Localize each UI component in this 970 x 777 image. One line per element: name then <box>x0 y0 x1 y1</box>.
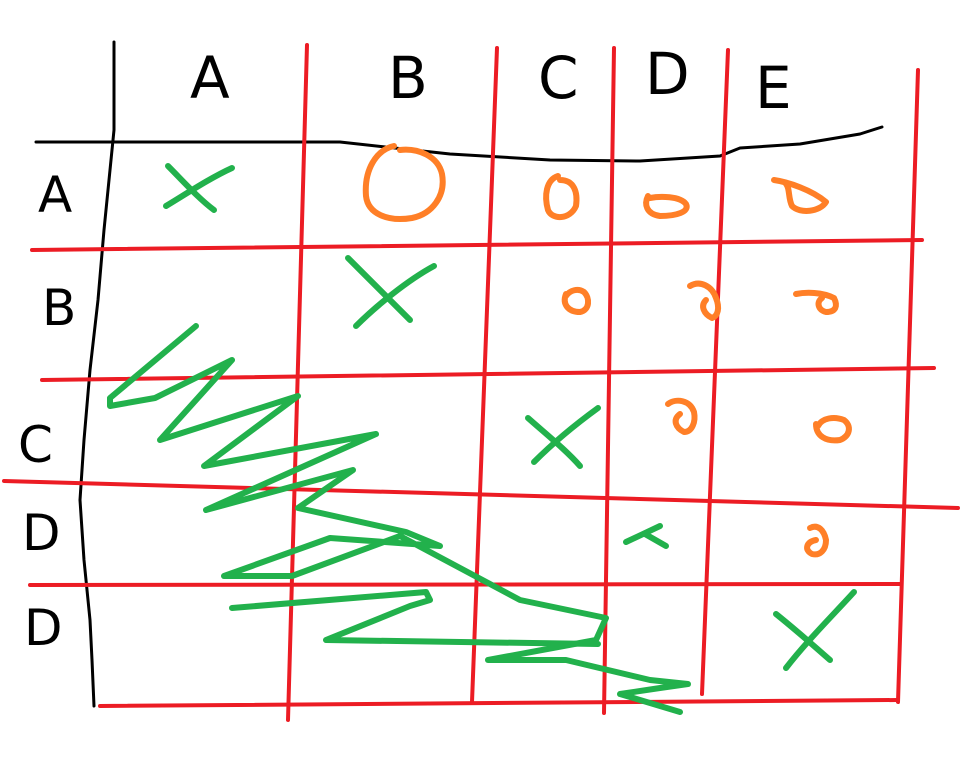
circle-mark-a-c <box>543 173 580 220</box>
row-header-d: D <box>22 504 61 562</box>
diagonal-x-marks <box>163 163 857 671</box>
column-header-e: E <box>755 54 792 122</box>
column-headers: A B C D E <box>190 40 792 122</box>
grid-horizontal-line <box>40 366 936 382</box>
scribble-stroke <box>229 589 601 647</box>
circle-mark-b-e <box>793 289 839 315</box>
grid-horizontal-line <box>28 582 902 587</box>
small-x-mark-d <box>623 523 669 549</box>
row-header-b: B <box>42 279 76 337</box>
grid-vertical-line <box>602 46 616 715</box>
row-header-c: C <box>18 416 53 474</box>
circle-mark-b-c <box>561 286 592 315</box>
circle-mark-a-e <box>771 177 829 214</box>
column-header-b: B <box>388 44 428 112</box>
column-header-c: C <box>538 44 579 112</box>
row-headers: A B C D D <box>18 166 76 657</box>
grid-horizontal-line <box>2 479 960 510</box>
upper-triangle-circles <box>362 143 852 558</box>
x-mark-a-a <box>163 163 235 213</box>
circle-mark-c-d <box>665 397 698 435</box>
row-header-e: D <box>24 599 63 657</box>
grid-vertical-line <box>286 43 309 722</box>
grid-lines <box>2 43 960 722</box>
grid-vertical-line <box>896 68 920 704</box>
circle-mark-b-d <box>687 280 722 321</box>
row-header-a: A <box>38 166 72 224</box>
scribble-stroke <box>107 323 691 715</box>
x-mark-b-b <box>345 255 437 329</box>
column-header-d: D <box>645 40 690 108</box>
header-separator-line <box>34 125 884 163</box>
x-mark-e-e <box>773 589 857 671</box>
column-header-a: A <box>190 44 230 112</box>
row-header-separator-line <box>78 40 116 708</box>
circle-mark-a-d <box>643 193 690 219</box>
lower-triangle-scribble <box>107 323 691 715</box>
circle-mark-a-b <box>362 143 446 222</box>
x-mark-c-c <box>525 405 601 469</box>
grid-horizontal-line <box>98 698 900 708</box>
circle-mark-c-e <box>813 415 852 444</box>
grid-horizontal-line <box>30 238 924 252</box>
circle-mark-d-e <box>804 523 829 558</box>
